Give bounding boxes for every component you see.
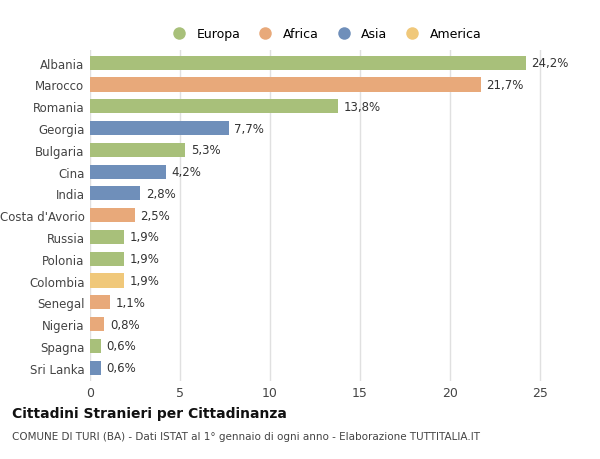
- Bar: [90, 230, 124, 245]
- Bar: [90, 339, 101, 353]
- Text: 1,1%: 1,1%: [115, 296, 145, 309]
- Bar: [90, 143, 185, 157]
- Text: 1,9%: 1,9%: [130, 253, 160, 266]
- Legend: Europa, Africa, Asia, America: Europa, Africa, Asia, America: [166, 28, 482, 41]
- Text: 2,8%: 2,8%: [146, 188, 176, 201]
- Text: 5,3%: 5,3%: [191, 144, 220, 157]
- Text: 24,2%: 24,2%: [531, 57, 568, 70]
- Bar: [90, 274, 124, 288]
- Bar: [90, 317, 104, 331]
- Bar: [90, 296, 110, 310]
- Text: Cittadini Stranieri per Cittadinanza: Cittadini Stranieri per Cittadinanza: [12, 406, 287, 420]
- Text: 0,6%: 0,6%: [106, 340, 136, 353]
- Text: 21,7%: 21,7%: [486, 79, 523, 92]
- Text: 1,9%: 1,9%: [130, 274, 160, 287]
- Text: 2,5%: 2,5%: [140, 209, 170, 222]
- Text: 0,8%: 0,8%: [110, 318, 139, 331]
- Text: 4,2%: 4,2%: [171, 166, 201, 179]
- Text: 7,7%: 7,7%: [234, 122, 264, 135]
- Bar: [90, 209, 135, 223]
- Bar: [90, 187, 140, 201]
- Bar: [90, 361, 101, 375]
- Bar: [90, 165, 166, 179]
- Bar: [90, 122, 229, 136]
- Text: 13,8%: 13,8%: [344, 101, 381, 113]
- Bar: [90, 56, 526, 71]
- Bar: [90, 252, 124, 266]
- Text: 0,6%: 0,6%: [106, 361, 136, 375]
- Text: 1,9%: 1,9%: [130, 231, 160, 244]
- Bar: [90, 100, 338, 114]
- Text: COMUNE DI TURI (BA) - Dati ISTAT al 1° gennaio di ogni anno - Elaborazione TUTTI: COMUNE DI TURI (BA) - Dati ISTAT al 1° g…: [12, 431, 480, 442]
- Bar: [90, 78, 481, 92]
